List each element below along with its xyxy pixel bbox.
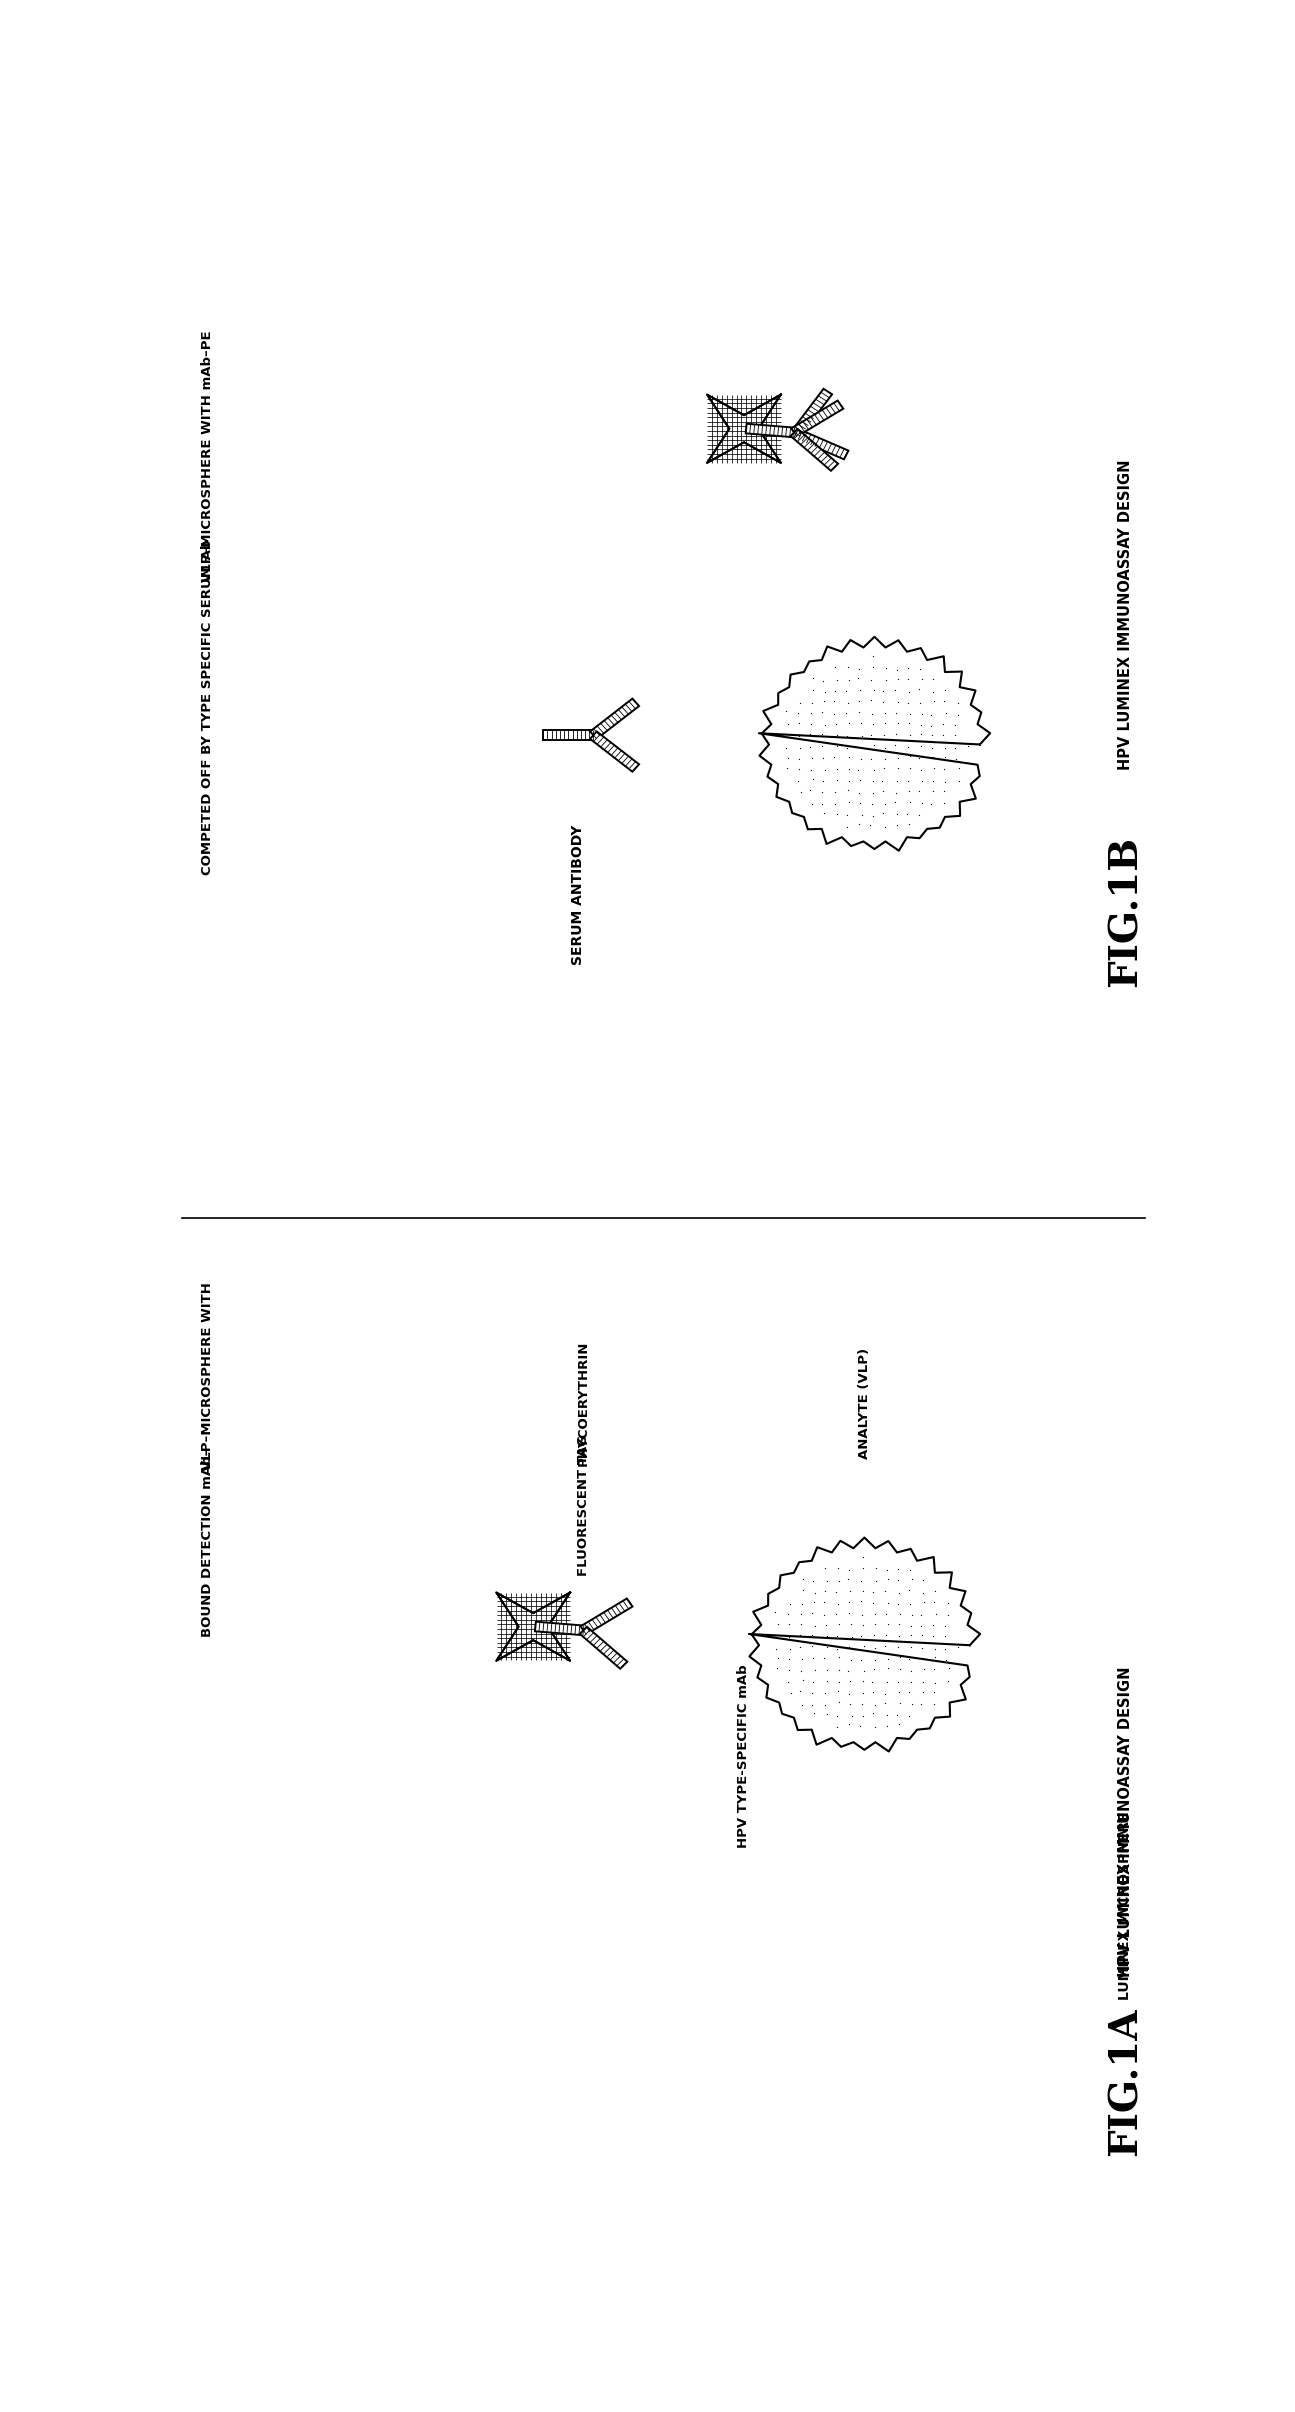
Polygon shape — [580, 1599, 632, 1635]
Polygon shape — [749, 1536, 980, 1751]
Text: LUMINEX MICROSPHERE: LUMINEX MICROSPHERE — [1119, 1811, 1132, 2000]
Polygon shape — [580, 1626, 627, 1669]
Text: VLP–MICROSPHERE WITH mAb–PE: VLP–MICROSPHERE WITH mAb–PE — [201, 330, 214, 581]
Polygon shape — [791, 400, 843, 437]
Text: BOUND DETECTION mAb–: BOUND DETECTION mAb– — [201, 1450, 214, 1638]
Polygon shape — [707, 396, 781, 463]
Polygon shape — [759, 637, 991, 851]
Polygon shape — [535, 1621, 584, 1635]
Text: HPV TYPE-SPECIFIC mAb: HPV TYPE-SPECIFIC mAb — [737, 1664, 751, 1848]
Polygon shape — [591, 731, 638, 772]
Text: FIG.1A: FIG.1A — [1106, 2007, 1145, 2156]
Text: PHYCOERYTHRIN: PHYCOERYTHRIN — [576, 1341, 591, 1466]
Polygon shape — [794, 429, 848, 458]
Text: FIG.1B: FIG.1B — [1106, 837, 1145, 987]
Text: FLUORESCENT TAG: FLUORESCENT TAG — [576, 1435, 591, 1577]
Text: COMPETED OFF BY TYPE SPECIFIC SERUM Ab: COMPETED OFF BY TYPE SPECIFIC SERUM Ab — [201, 540, 214, 876]
Text: VLP–MICROSPHERE WITH: VLP–MICROSPHERE WITH — [201, 1283, 214, 1469]
Text: SERUM ANTIBODY: SERUM ANTIBODY — [571, 825, 585, 965]
Text: ANALYTE (VLP): ANALYTE (VLP) — [857, 1348, 872, 1459]
Polygon shape — [496, 1592, 570, 1662]
Polygon shape — [746, 425, 795, 437]
Polygon shape — [791, 429, 838, 470]
Polygon shape — [591, 699, 638, 738]
Polygon shape — [791, 388, 833, 437]
Text: HPV LUMINEX IMMUNOASSAY DESIGN: HPV LUMINEX IMMUNOASSAY DESIGN — [1118, 1667, 1133, 1978]
Text: HPV LUMINEX IMMUNOASSAY DESIGN: HPV LUMINEX IMMUNOASSAY DESIGN — [1118, 458, 1133, 769]
Polygon shape — [544, 731, 593, 740]
